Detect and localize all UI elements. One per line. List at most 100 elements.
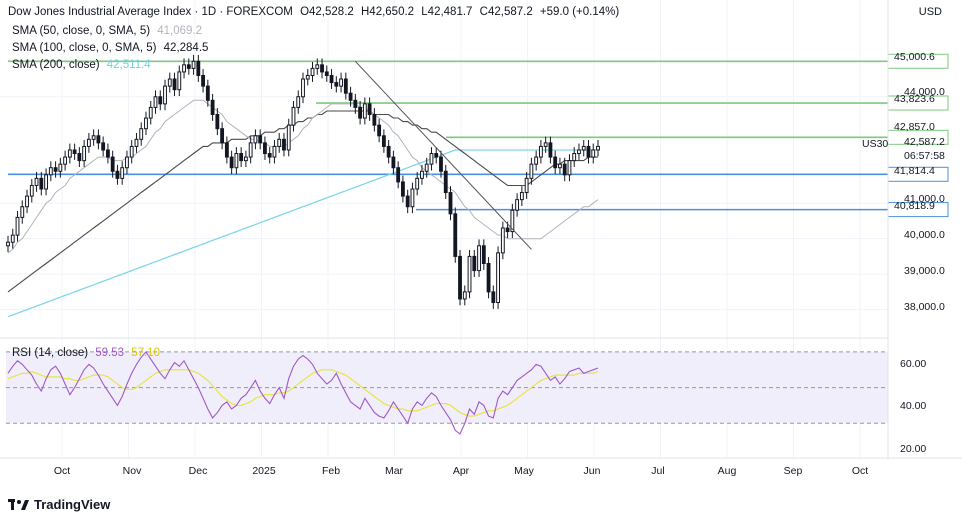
rsi-signal-value: 57.10: [131, 347, 161, 359]
candle-body: [286, 124, 291, 151]
candle-body: [220, 128, 225, 144]
candle-body: [572, 153, 577, 162]
candle-body: [362, 103, 367, 119]
candle-body: [296, 96, 301, 108]
candle-body: [420, 170, 424, 179]
high-label: H: [360, 6, 370, 18]
candle-body: [177, 71, 182, 91]
candle-body: [305, 74, 310, 80]
candle-body: [44, 174, 48, 190]
candle-body: [401, 181, 405, 197]
candle-body: [467, 255, 472, 293]
candle-body: [434, 153, 439, 158]
candle-body: [243, 156, 248, 162]
y-tick-label: 38,000.0: [904, 301, 945, 313]
sma200-legend[interactable]: SMA (200, close) 42,511.4: [12, 58, 155, 72]
x-tick-label: Nov: [122, 465, 142, 477]
x-tick-label: Oct: [53, 465, 71, 477]
candle-body: [291, 106, 296, 126]
candle-body: [158, 96, 163, 105]
candle-body: [310, 67, 315, 76]
candle-body: [562, 163, 567, 176]
candle-body: [282, 138, 286, 151]
y-tick-label: 39,000.0: [904, 265, 945, 277]
candle-body: [410, 188, 415, 208]
candle-body: [234, 153, 239, 169]
candle-body: [596, 145, 600, 151]
low-label: L: [421, 6, 428, 18]
x-tick-label: 2025: [252, 465, 276, 477]
sma100-line: [7, 110, 598, 293]
level-badge: 40,818.9: [890, 199, 948, 214]
tradingview-brand[interactable]: TradingView: [8, 497, 110, 512]
candle-body: [82, 145, 87, 162]
sma100-label: SMA (100, close, 0, SMA, 5): [12, 42, 157, 54]
candle-body: [481, 245, 486, 264]
candle-body: [405, 195, 410, 208]
level-badge-text: 43,823.6: [894, 93, 935, 105]
candle-body: [91, 135, 96, 140]
candle-body: [263, 142, 267, 155]
candle-body: [424, 163, 429, 172]
level-badge: 45,000.6: [890, 50, 948, 65]
candle-body: [258, 135, 263, 144]
candle-body: [377, 124, 382, 137]
candle-body: [496, 252, 500, 304]
candle-body: [320, 64, 324, 73]
candle-body: [477, 245, 481, 272]
symbol-badge: US30: [862, 138, 889, 150]
candle-body: [558, 163, 562, 169]
candle-body: [72, 149, 77, 155]
level-badge: 42,857.0: [890, 120, 948, 135]
candle-body: [324, 71, 329, 76]
candle-body: [115, 170, 120, 179]
candle-body: [148, 106, 153, 119]
candle-body: [34, 177, 39, 186]
candle-body: [172, 78, 177, 91]
candle-body: [120, 167, 125, 179]
candle-body: [10, 234, 15, 243]
rsi-ma-line: [7, 369, 599, 417]
sma50-label: SMA (50, close, 0, SMA, 5): [12, 25, 151, 37]
candle-body: [191, 60, 196, 69]
currency-label[interactable]: USD: [918, 6, 942, 18]
candle-body: [6, 241, 10, 247]
candle-body: [144, 117, 148, 130]
open-label: O: [300, 6, 310, 18]
candle-body: [524, 177, 529, 194]
candle-body: [186, 64, 191, 69]
sma100-legend[interactable]: SMA (100, close, 0, SMA, 5) 42,284.5: [12, 41, 212, 55]
level-badge: 43,823.6: [890, 92, 948, 107]
candle-body: [515, 199, 520, 211]
candle-body: [267, 153, 272, 158]
candle-body: [472, 255, 477, 272]
x-tick-label: Oct: [851, 465, 869, 477]
candle-body: [538, 145, 543, 158]
sma50-legend[interactable]: SMA (50, close, 0, SMA, 5) 41,069.2: [12, 24, 206, 38]
candle-body: [125, 156, 129, 169]
chart-legend-title[interactable]: Dow Jones Industrial Average Index · 1D …: [8, 5, 623, 19]
candle-body: [101, 142, 106, 151]
candle-body: [129, 145, 134, 158]
x-tick-label: Dec: [188, 465, 208, 477]
x-tick-label: Mar: [384, 465, 404, 477]
candle-body: [439, 156, 443, 172]
level-badge-text: 45,000.6: [894, 51, 935, 63]
candle-body: [339, 78, 343, 87]
candle-body: [29, 184, 34, 197]
y-tick-label: 40,000.0: [904, 229, 945, 241]
close-label: C: [479, 6, 488, 18]
rsi-tick-label: 60.00: [900, 358, 927, 370]
candle-body: [96, 135, 101, 144]
candle-body: [301, 78, 305, 98]
level-badge-text: 41,814.4: [894, 165, 935, 177]
close-value: 42,587.2: [487, 6, 533, 18]
rsi-legend[interactable]: RSI (14, close) 59.53 57.10: [12, 346, 164, 360]
candle-body: [229, 156, 234, 169]
candle-body: [396, 167, 401, 183]
candle-body: [20, 206, 25, 218]
candle-body: [348, 92, 353, 101]
candle-body: [386, 145, 391, 158]
candle-body: [543, 142, 548, 147]
candle-body: [167, 78, 172, 87]
